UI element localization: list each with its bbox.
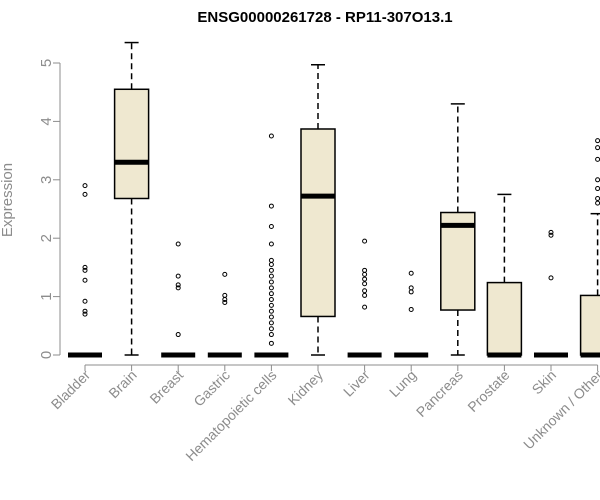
outlier-point — [362, 292, 368, 298]
y-tick-label: 0 — [38, 351, 55, 359]
outlier-point — [268, 257, 274, 263]
outlier-point — [82, 183, 88, 189]
outlier-point — [82, 267, 88, 273]
outlier-point — [268, 302, 274, 308]
chart-title: ENSG00000261728 - RP11-307O13.1 — [197, 9, 452, 26]
box-breast — [161, 241, 196, 358]
box-kidney — [300, 64, 336, 356]
box-liver — [347, 238, 382, 358]
y-tick-label: 5 — [38, 59, 55, 67]
outlier-point — [268, 308, 274, 314]
x-tick-label: Lung — [386, 367, 419, 400]
x-tick-label: Gastric — [190, 367, 233, 410]
box-iqr — [113, 88, 150, 200]
box-bladder — [68, 183, 102, 358]
outlier-point — [595, 177, 600, 183]
outlier-point — [82, 191, 88, 197]
outlier-point — [362, 267, 368, 273]
box-gastric — [207, 271, 242, 358]
box-iqr — [440, 211, 476, 311]
outlier-point — [268, 203, 274, 209]
box-lung — [394, 270, 429, 358]
y-tick-label: 2 — [38, 234, 55, 242]
outlier-point — [595, 156, 600, 162]
outlier-point — [268, 332, 274, 338]
outlier-point — [82, 277, 88, 283]
outlier-point — [362, 304, 368, 310]
box-hematopoietic-cells — [254, 133, 289, 358]
outlier-point — [408, 306, 414, 312]
outlier-point — [175, 332, 181, 338]
outlier-point — [268, 261, 274, 267]
y-tick-label: 1 — [38, 292, 55, 300]
outlier-point — [82, 311, 88, 317]
outlier-point — [268, 291, 274, 297]
outlier-point — [175, 285, 181, 291]
y-tick-label: 3 — [38, 176, 55, 184]
outlier-point — [268, 267, 274, 273]
x-tick-label: Unknown / Other — [520, 367, 600, 453]
outlier-point — [222, 292, 228, 298]
outlier-point — [222, 299, 228, 305]
outlier-point — [362, 271, 368, 277]
box-unknown-other — [579, 138, 600, 358]
outlier-point — [268, 297, 274, 303]
outlier-point — [408, 289, 414, 295]
box-brain — [113, 41, 150, 356]
outlier-point — [175, 241, 181, 247]
outlier-point — [548, 232, 554, 238]
x-tick-label: Brain — [105, 367, 139, 401]
outlier-point — [222, 271, 228, 277]
box-iqr — [300, 128, 336, 318]
outlier-point — [268, 320, 274, 326]
outlier-point — [268, 241, 274, 247]
outlier-point — [268, 314, 274, 320]
outlier-point — [548, 275, 554, 281]
outlier-point — [268, 326, 274, 332]
outlier-point — [595, 138, 600, 144]
outlier-point — [268, 279, 274, 285]
box-iqr — [486, 281, 523, 356]
boxes-layer — [68, 41, 600, 358]
outlier-point — [175, 282, 181, 288]
outlier-point — [595, 186, 600, 192]
outlier-point — [268, 133, 274, 139]
y-axis: 0 1 2 3 4 5 — [38, 59, 61, 359]
box-prostate — [486, 193, 523, 358]
outlier-point — [268, 340, 274, 346]
outlier-point — [82, 308, 88, 314]
outlier-point — [595, 200, 600, 206]
y-axis-label: Expression — [0, 163, 16, 237]
x-tick-label: Skin — [529, 367, 560, 398]
box-pancreas — [440, 103, 476, 356]
x-tick-label: Hematopoietic cells — [182, 367, 279, 464]
outlier-point — [175, 273, 181, 279]
outlier-point — [595, 195, 600, 201]
outlier-point — [362, 288, 368, 294]
outlier-point — [362, 238, 368, 244]
outlier-point — [82, 298, 88, 304]
outlier-point — [268, 224, 274, 230]
outlier-point — [362, 281, 368, 287]
y-tick-label: 4 — [38, 117, 55, 125]
x-tick-label: Prostate — [464, 367, 512, 415]
x-tick-label: Breast — [146, 367, 186, 407]
x-tick-label: Pancreas — [413, 367, 466, 420]
outlier-point — [408, 285, 414, 291]
x-tick-label: Liver — [340, 367, 373, 400]
outlier-point — [268, 273, 274, 279]
outlier-point — [408, 270, 414, 276]
x-tick-label: Kidney — [285, 367, 327, 409]
outlier-point — [362, 276, 368, 282]
outlier-point — [548, 229, 554, 235]
x-tick-label: Bladder — [48, 367, 94, 413]
outlier-point — [595, 145, 600, 151]
outlier-point — [268, 285, 274, 291]
outlier-point — [82, 264, 88, 270]
box-skin — [534, 229, 568, 358]
box-iqr — [579, 294, 600, 356]
